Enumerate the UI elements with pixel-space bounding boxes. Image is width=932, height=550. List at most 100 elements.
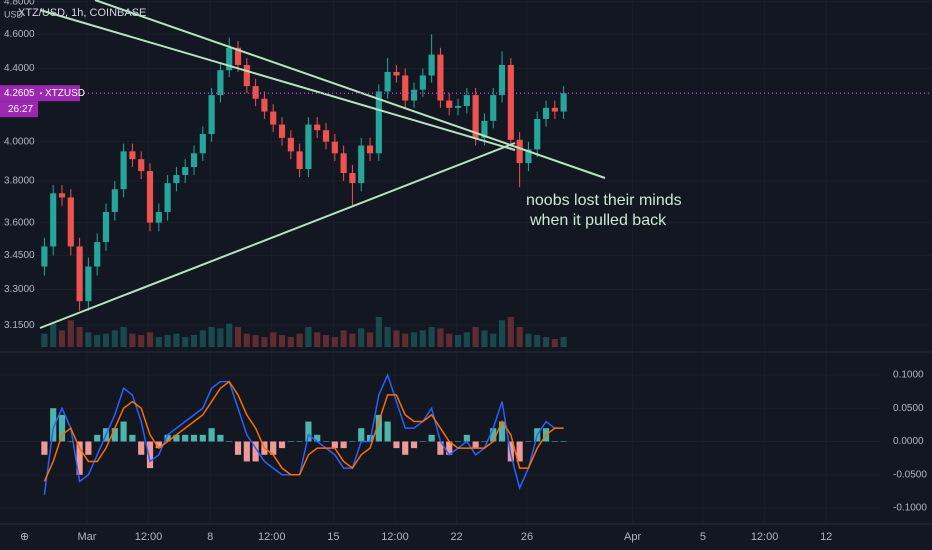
- y-tick-label: 4.6000: [4, 29, 35, 40]
- volume-bar: [111, 330, 118, 347]
- volume-bar: [454, 335, 462, 347]
- macd-histogram-bar: [190, 434, 198, 442]
- macd-histogram-bar: [375, 414, 382, 442]
- macd-histogram-bar: [182, 434, 189, 442]
- volume-bar: [261, 337, 268, 347]
- y-tick-label: 3.4500: [4, 250, 35, 261]
- macd-histogram-bar: [67, 441, 74, 442]
- chart-title: XTZ/USD, 1h, COINBASE: [18, 7, 146, 19]
- macd-histogram-bar: [428, 434, 435, 442]
- macd-histogram-bar: [490, 428, 497, 442]
- volume-bar: [472, 327, 479, 347]
- macd-line: [43, 372, 564, 495]
- candle-body: [76, 246, 83, 302]
- volume-bar: [208, 327, 215, 347]
- countdown-label: 26:27: [8, 104, 33, 115]
- candle-body: [41, 246, 48, 267]
- x-tick-label: 12:00: [381, 531, 409, 543]
- signal-line: [43, 380, 564, 482]
- volume-bar: [50, 323, 57, 347]
- candle-body: [446, 100, 453, 108]
- macd-histogram-bar: [472, 441, 479, 449]
- candle-layer: [41, 34, 567, 311]
- volume-bar: [129, 333, 136, 347]
- macd-histogram-bar: [551, 441, 558, 442]
- candle-body: [472, 95, 479, 138]
- x-tick-label: 15: [327, 531, 339, 543]
- volume-bar: [551, 339, 558, 347]
- candle-body: [366, 145, 374, 154]
- macd-histogram-bar: [41, 441, 48, 455]
- macd-tick-label: -0.1000: [893, 503, 927, 514]
- volume-bar: [234, 327, 242, 347]
- candle-body: [102, 212, 110, 243]
- volume-bar: [146, 332, 154, 347]
- volume-bar: [402, 333, 409, 347]
- symbol-label: XTZUSD: [45, 88, 85, 99]
- candle-body: [393, 71, 400, 76]
- macd-histogram-bar: [437, 441, 444, 455]
- candle-body: [410, 89, 418, 101]
- volume-bar: [102, 333, 110, 347]
- macd-histogram-bar: [94, 434, 101, 442]
- volume-bar: [76, 327, 83, 347]
- volume-bar: [410, 332, 418, 347]
- macd-histogram-bar: [463, 434, 470, 442]
- candle-body: [516, 139, 523, 164]
- currency: USD: [4, 9, 24, 19]
- macd-histogram-bar: [146, 441, 154, 469]
- macd-histogram-bar: [155, 441, 162, 449]
- zoom-icon[interactable]: ⊕: [20, 531, 29, 543]
- volume-bar: [560, 337, 567, 347]
- candle-body: [208, 95, 215, 135]
- candle-body: [542, 107, 550, 119]
- volume-bar: [542, 337, 550, 347]
- macd-histogram-bar: [560, 441, 567, 442]
- volume-bar: [278, 335, 286, 347]
- candle-body: [384, 71, 391, 92]
- trend-line: [39, 9, 516, 151]
- macd-tick-label: 0.0000: [893, 436, 924, 447]
- x-tick-label: 12:00: [135, 531, 163, 543]
- macd-pane: 0.1000 0.0500 0.0000 -0.0500 -0.1000: [41, 370, 927, 514]
- macd-histogram-bar: [58, 414, 66, 442]
- x-tick-label: Mar: [77, 531, 96, 543]
- macd-histogram-bar: [226, 441, 233, 442]
- x-tick-label: 12: [820, 531, 832, 543]
- macd-histogram-bar: [173, 434, 180, 442]
- macd-histogram-bar: [305, 421, 312, 442]
- candle-body: [173, 175, 180, 184]
- candle-body: [120, 151, 127, 190]
- macd-histogram-bar: [402, 441, 409, 455]
- y-tick-label: 4.4000: [4, 63, 35, 74]
- x-tick-label: 8: [207, 531, 213, 543]
- volume-bar: [525, 333, 532, 347]
- volume-bar: [490, 333, 497, 347]
- volume-bar: [164, 335, 171, 347]
- macd-histogram-bar: [349, 441, 356, 442]
- volume-bar: [94, 335, 101, 347]
- macd-tick-label: 0.0500: [893, 403, 924, 414]
- volume-bar: [384, 327, 391, 347]
- macd-histogram-bar: [270, 441, 277, 455]
- volume-bar: [322, 335, 330, 347]
- macd-histogram-bar: [199, 434, 206, 442]
- separator-dot: [40, 92, 42, 95]
- volume-bar: [173, 333, 180, 347]
- candle-body: [340, 153, 347, 174]
- candle-body: [322, 130, 330, 142]
- volume-bar: [428, 327, 435, 347]
- candle-body: [85, 266, 92, 302]
- candle-body: [58, 193, 66, 198]
- volume-bar: [120, 327, 127, 347]
- candle-body: [534, 118, 541, 150]
- volume-bar: [190, 335, 198, 347]
- macd-histogram-bar: [481, 441, 488, 442]
- candle-body: [525, 149, 532, 164]
- candle-body: [155, 212, 162, 223]
- macd-histogram-bar: [76, 441, 83, 475]
- volume-bar: [243, 333, 250, 347]
- macd-histogram-bar: [120, 421, 127, 442]
- candle-body: [419, 75, 426, 90]
- candle-body: [375, 91, 382, 154]
